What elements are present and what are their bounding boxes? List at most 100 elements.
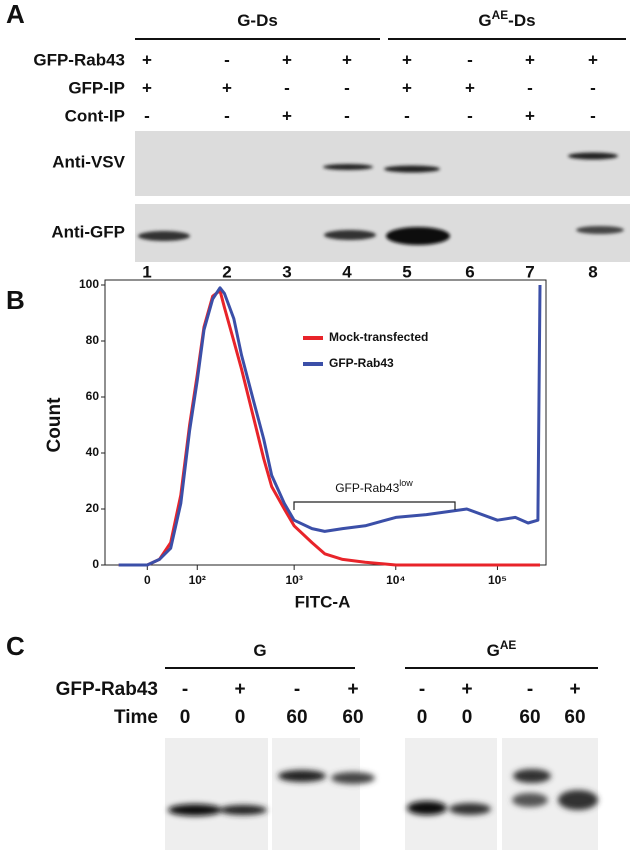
y-tick-label: 60 <box>86 389 100 403</box>
cell: + <box>588 50 598 69</box>
band <box>513 769 551 783</box>
gel <box>405 738 497 850</box>
y-tick-label: 100 <box>79 277 99 291</box>
group-label: G-Ds <box>237 11 278 30</box>
cell: + <box>142 50 152 69</box>
cell: + <box>222 78 232 97</box>
cell: 0 <box>180 707 191 728</box>
row-label: GFP-IP <box>68 78 125 97</box>
band <box>168 804 222 816</box>
annotation-sup: low <box>399 478 413 488</box>
lane-number: 5 <box>402 262 411 281</box>
group-label: GAE-Ds <box>478 8 535 30</box>
cell: - <box>590 106 596 125</box>
group-label-text: G-Ds <box>237 11 278 30</box>
bands <box>138 152 624 245</box>
cell: 0 <box>417 707 428 728</box>
cell: - <box>182 679 188 700</box>
blot <box>135 204 630 262</box>
lane-number: 4 <box>342 262 352 281</box>
legend-label: Mock-transfected <box>329 330 428 344</box>
cell: 60 <box>286 707 307 728</box>
annotation: GFP-Rab43low <box>335 478 413 495</box>
gel <box>272 738 360 850</box>
cell: - <box>404 106 410 125</box>
cell: + <box>342 50 352 69</box>
lane-number: 6 <box>465 262 474 281</box>
cell: - <box>344 106 350 125</box>
band <box>138 231 190 241</box>
cell: + <box>465 78 475 97</box>
plot-frame <box>104 279 547 566</box>
group-label-text: G <box>487 641 500 660</box>
band <box>576 226 624 234</box>
band <box>384 165 440 173</box>
cell: 60 <box>342 707 363 728</box>
annotation-text: GFP-Rab43 <box>335 481 399 495</box>
band <box>407 801 447 815</box>
cell: 60 <box>564 707 585 728</box>
cell: + <box>142 78 152 97</box>
blot-label: Anti-VSV <box>52 152 125 171</box>
y-tick-label: 0 <box>92 557 99 571</box>
cell: + <box>234 679 245 700</box>
band <box>323 164 373 170</box>
cell: + <box>402 78 412 97</box>
y-tick-label: 80 <box>86 333 100 347</box>
group-label-rest: -Ds <box>508 11 535 30</box>
blot <box>135 131 630 196</box>
x-tick-label: 10² <box>189 573 206 587</box>
cell: + <box>461 679 472 700</box>
band <box>324 230 376 240</box>
cell: + <box>347 679 358 700</box>
group-label: GAE <box>487 638 517 660</box>
band <box>386 227 450 245</box>
cell: - <box>284 78 290 97</box>
cell: 60 <box>519 707 540 728</box>
cell: - <box>467 50 473 69</box>
group-label-text: G <box>478 11 491 30</box>
series-line <box>118 284 542 567</box>
bracket <box>293 501 456 510</box>
cell: + <box>525 50 535 69</box>
group-label: G <box>253 641 266 660</box>
group-label-text: G <box>253 641 266 660</box>
blot-label: Anti-GFP <box>51 222 125 241</box>
cell: - <box>144 106 150 125</box>
gel <box>165 738 268 850</box>
cell: - <box>294 679 300 700</box>
band <box>512 793 548 807</box>
x-axis-label: FITC-A <box>295 592 351 611</box>
panel-label: B <box>6 285 25 315</box>
y-axis-label: Count <box>44 397 65 453</box>
cell: - <box>467 106 473 125</box>
x-tick-label: 10⁵ <box>488 573 507 587</box>
cell: - <box>590 78 596 97</box>
cell: + <box>282 50 292 69</box>
lane-number: 7 <box>525 262 534 281</box>
band <box>568 152 618 160</box>
lane-number: 3 <box>282 262 291 281</box>
x-tick-label: 10⁴ <box>386 573 405 587</box>
band <box>449 803 491 815</box>
cell: 0 <box>235 707 246 728</box>
cell: - <box>344 78 350 97</box>
band <box>278 770 326 782</box>
lane-number: 8 <box>588 262 597 281</box>
panel-label: A <box>6 0 25 29</box>
cell: + <box>569 679 580 700</box>
cell: + <box>525 106 535 125</box>
cell: + <box>282 106 292 125</box>
y-tick-label: 40 <box>86 445 100 459</box>
row-label: GFP-Rab43 <box>33 50 125 69</box>
lane-number: 1 <box>142 262 151 281</box>
bands <box>168 769 598 816</box>
row-label: Cont-IP <box>65 106 125 125</box>
cell: 0 <box>462 707 473 728</box>
band <box>219 805 267 815</box>
lane-number: 2 <box>222 262 231 281</box>
x-tick-label: 10³ <box>285 573 302 587</box>
cell: - <box>419 679 425 700</box>
cell: - <box>527 679 533 700</box>
